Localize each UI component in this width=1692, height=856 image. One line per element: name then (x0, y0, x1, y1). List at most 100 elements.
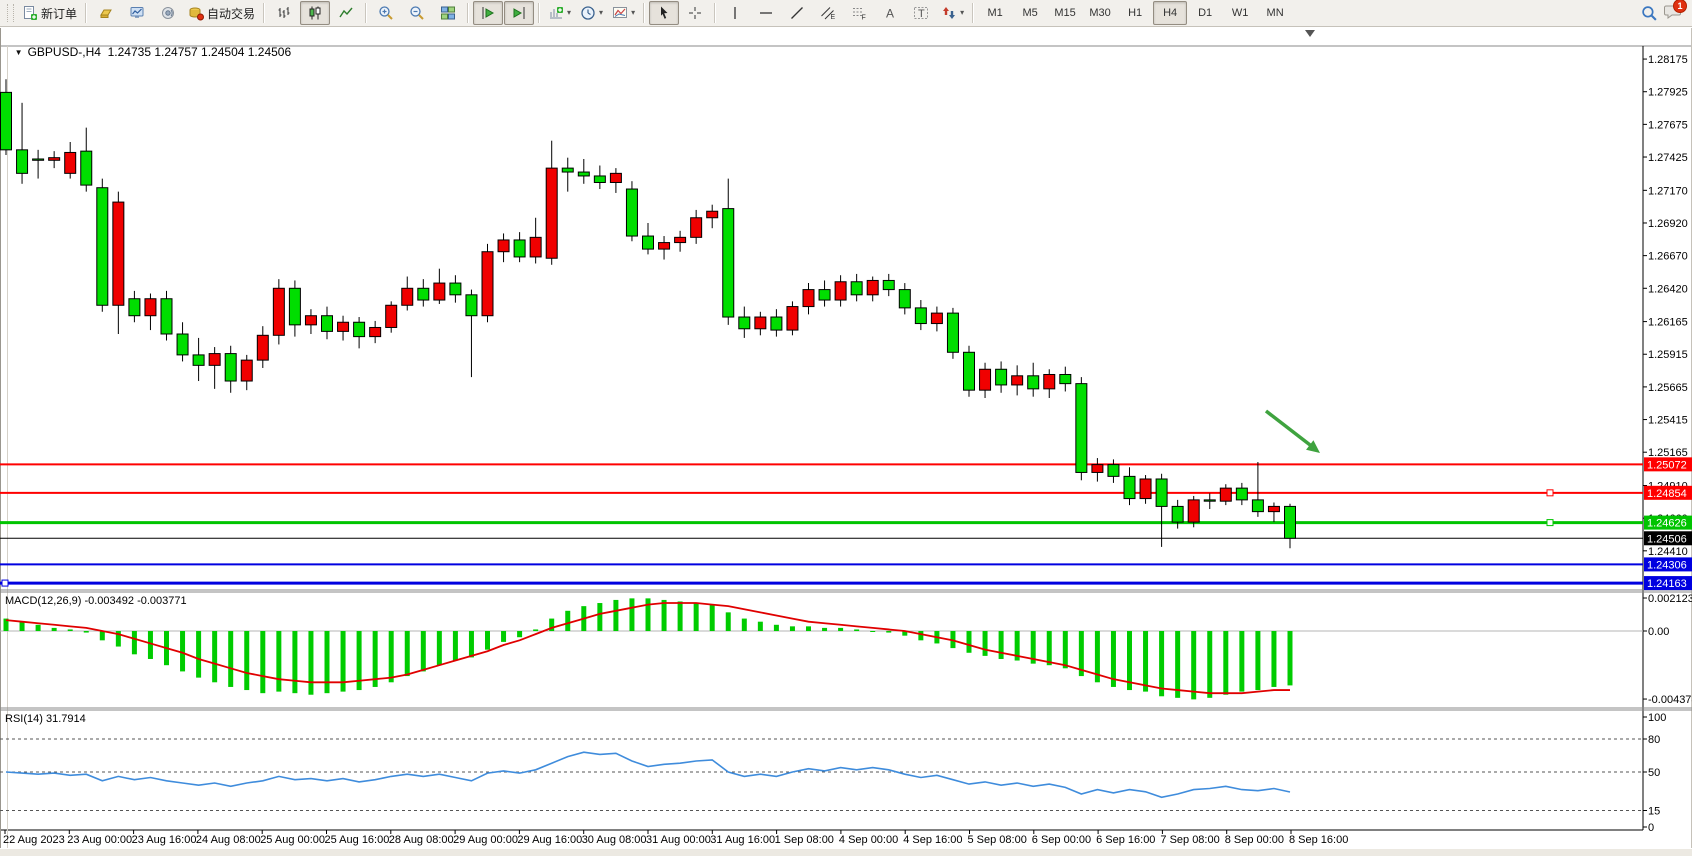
chart-menu-icon[interactable]: ▼ (14, 48, 23, 57)
chart-title: ▼ GBPUSD-,H4 1.24735 1.24757 1.24504 1.24… (8, 31, 291, 59)
terminal-button[interactable] (122, 1, 152, 25)
candlestick-chart-icon (309, 6, 321, 20)
svg-text:1.26420: 1.26420 (1648, 283, 1688, 295)
svg-text:1.24626: 1.24626 (1647, 518, 1687, 530)
chart-shift-button[interactable] (504, 1, 535, 25)
horizontal-level-lines[interactable] (0, 463, 1643, 587)
text-label-tool-button[interactable]: T (906, 1, 936, 25)
bar-chart-icon (278, 7, 290, 18)
level-marker[interactable] (1, 579, 9, 587)
svg-text:1.25072: 1.25072 (1647, 459, 1687, 471)
svg-text:30 Aug 08:00: 30 Aug 08:00 (582, 834, 647, 846)
auto-scroll-button[interactable] (473, 1, 504, 25)
tab-timeframe-M5[interactable]: M5 (1022, 7, 1038, 19)
equidistant-channel-tool-button[interactable]: E (813, 1, 843, 25)
cursor-tool-button[interactable] (649, 1, 680, 25)
toolbar-separator (85, 3, 88, 23)
line-chart-button[interactable] (331, 1, 361, 25)
svg-text:1.24506: 1.24506 (1647, 533, 1687, 545)
svg-text:28 Aug 08:00: 28 Aug 08:00 (389, 834, 454, 846)
zoom-in-button[interactable] (371, 1, 401, 25)
market-watch-button[interactable] (91, 1, 121, 25)
terminal-icon (130, 7, 144, 18)
bar-chart-button[interactable] (269, 1, 299, 25)
svg-text:50: 50 (1648, 767, 1660, 779)
tab-timeframe-D1[interactable]: D1 (1198, 7, 1213, 19)
tile-windows-button[interactable] (433, 1, 463, 25)
fibonacci-icon: F (853, 8, 866, 21)
crosshair-icon (689, 7, 702, 19)
periods-button[interactable]: ▾ (576, 1, 607, 25)
toolbar-grip[interactable] (7, 4, 14, 22)
svg-text:1.26920: 1.26920 (1648, 218, 1688, 230)
text-label-icon: T (914, 7, 929, 20)
chevron-down-icon[interactable]: ▾ (599, 8, 604, 17)
trendline-icon (791, 7, 804, 19)
toolbar-separator (714, 3, 717, 23)
svg-text:0: 0 (1648, 822, 1654, 834)
indicators-button[interactable]: ▾ (544, 1, 575, 25)
chart-shift-marker[interactable] (1305, 30, 1315, 37)
tab-timeframe-M1[interactable]: M1 (987, 7, 1003, 19)
new-order-button[interactable]: 新订单 (18, 1, 81, 25)
chart-shift-icon (513, 7, 525, 19)
svg-text:1.25915: 1.25915 (1648, 349, 1688, 361)
svg-text:6 Sep 00:00: 6 Sep 00:00 (1032, 834, 1091, 846)
svg-text:7 Sep 08:00: 7 Sep 08:00 (1160, 834, 1219, 846)
notifications-button[interactable]: 1 (1664, 0, 1687, 24)
toolbar-separator (538, 3, 541, 23)
toolbar-separator (972, 3, 975, 23)
svg-text:1.25665: 1.25665 (1648, 382, 1688, 394)
macd-axis: 0.002123 0.00 -0.004378 (1643, 593, 1692, 706)
price-tag-1.24306 (1644, 557, 1692, 572)
level-marker[interactable] (1546, 519, 1554, 527)
svg-text:1.25415: 1.25415 (1648, 415, 1688, 427)
tab-timeframe-MN[interactable]: MN (1266, 7, 1284, 19)
chevron-down-icon[interactable]: ▾ (631, 8, 636, 17)
candlestick-chart-button[interactable] (300, 1, 331, 25)
crosshair-tool-button[interactable] (680, 1, 710, 25)
auto-trading-button[interactable]: 自动交易 (184, 1, 259, 25)
svg-text:1.26670: 1.26670 (1648, 251, 1688, 263)
trendline-tool-button[interactable] (782, 1, 812, 25)
tab-timeframe-H4[interactable]: H4 (1153, 1, 1188, 25)
svg-text:1.24854: 1.24854 (1647, 488, 1687, 500)
tab-timeframe-M15[interactable]: M15 (1054, 7, 1076, 19)
text-tool-button[interactable]: A (875, 1, 905, 25)
arrows-tool-button[interactable]: ▾ (937, 1, 968, 25)
svg-text:1.24410: 1.24410 (1648, 546, 1688, 558)
tab-timeframe-M30[interactable]: M30 (1089, 7, 1111, 19)
fibonacci-tool-button[interactable]: F (844, 1, 874, 25)
chevron-down-icon[interactable]: ▾ (960, 8, 965, 17)
alerts-button[interactable] (153, 1, 183, 25)
toolbar-separator (467, 3, 470, 23)
templates-button[interactable]: ▾ (608, 1, 639, 25)
macd-indicator-label: MACD(12,26,9) -0.003492 -0.003771 (5, 595, 187, 607)
price-tag-1.24854 (1644, 485, 1692, 500)
svg-text:1.25165: 1.25165 (1648, 447, 1688, 459)
search-icon[interactable] (1641, 5, 1658, 22)
horizontal-line-tool-button[interactable] (751, 1, 781, 25)
svg-text:T: T (918, 8, 925, 20)
svg-text:-0.004378: -0.004378 (1648, 694, 1692, 706)
time-axis: 22 Aug 2023 23 Aug 00:00 23 Aug 16:00 24 Au… (3, 830, 1348, 846)
svg-text:1.27425: 1.27425 (1648, 152, 1688, 164)
tab-timeframe-W1[interactable]: W1 (1231, 7, 1249, 19)
annotation-arrow[interactable] (1264, 409, 1320, 453)
svg-text:22 Aug 2023: 22 Aug 2023 (3, 834, 65, 846)
zoom-out-button[interactable] (402, 1, 432, 25)
vertical-line-icon (734, 7, 736, 19)
svg-text:1.26165: 1.26165 (1648, 317, 1688, 329)
svg-text:0.00: 0.00 (1648, 626, 1669, 638)
price-tags: 1.25072 1.24854 1.24626 1.24506 1.24306 1.241… (1644, 457, 1692, 591)
svg-text:24 Aug 08:00: 24 Aug 08:00 (196, 834, 261, 846)
level-marker[interactable] (1546, 489, 1554, 497)
svg-text:25 Aug 16:00: 25 Aug 16:00 (325, 834, 390, 846)
tab-timeframe-H1[interactable]: H1 (1128, 7, 1143, 19)
price-tag-1.24506 (1644, 531, 1692, 546)
vertical-line-tool-button[interactable] (720, 1, 750, 25)
svg-text:80: 80 (1648, 734, 1660, 746)
svg-text:4 Sep 16:00: 4 Sep 16:00 (903, 834, 962, 846)
chevron-down-icon[interactable]: ▾ (567, 8, 572, 17)
zoom-out-icon (410, 6, 424, 20)
